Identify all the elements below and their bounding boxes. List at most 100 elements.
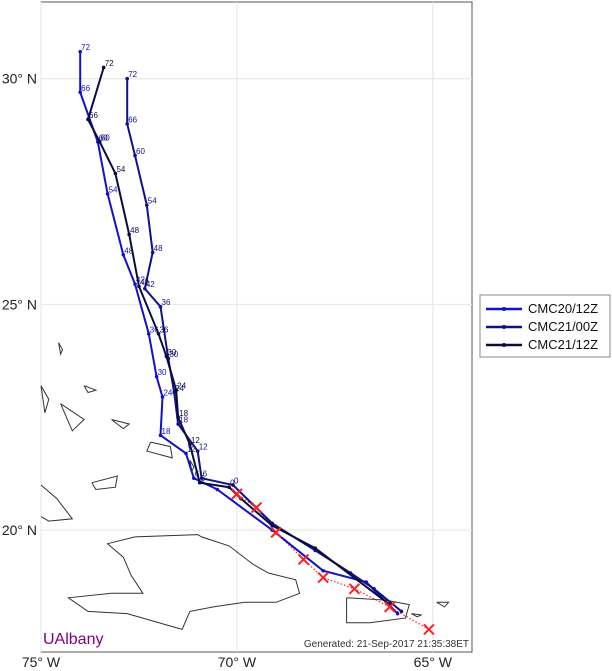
forecast-hour-label: 36 [160,325,169,334]
forecast-hour-label: 60 [99,133,108,142]
coastline [346,597,410,624]
coastlines [40,342,450,631]
forecast-hour-label: 18 [179,409,188,418]
forecast-point [125,122,129,126]
forecast-hour-label: 48 [124,246,133,255]
lon-tick-label: 75° W [22,654,61,670]
forecast-hour-label: 0 [234,476,239,485]
coastline [111,419,131,430]
forecast-point [215,487,220,492]
coastline [60,403,85,432]
forecast-point [143,286,147,291]
legend-marker [502,307,506,311]
forecast-point [113,171,118,176]
lon-tick-label: 70° W [218,654,257,670]
forecast-point [127,232,131,237]
forecast-point [156,331,161,336]
legend-label: CMC20/12Z [528,301,598,316]
observed-position-marker [384,601,396,613]
forecast-point [231,483,235,487]
legend-label: CMC21/00Z [528,319,598,334]
forecast-point [101,65,106,70]
forecast-hour-label: 24 [175,384,184,393]
forecast-point [176,422,180,426]
observed-position-marker [423,623,435,636]
forecast-hour-label: 18 [179,416,188,425]
forecast-hour-label: 30 [158,368,167,377]
forecast-hour-label: 24 [163,388,172,397]
observed-position-marker [317,571,329,584]
forecast-hour-label: 36 [150,325,159,334]
generated-timestamp: Generated: 21-Sep-2017 21:35:38ET [304,639,469,650]
forecast-point [197,480,202,485]
legend-entry: CMC20/12Z [486,301,598,316]
forecast-point [158,433,163,438]
forecast-hour-label: 42 [146,280,155,289]
forecast-point [313,546,318,550]
forecast-hour-label: 54 [116,165,125,174]
forecast-point [372,587,376,591]
forecast-point [144,203,149,207]
forecast-hour-label: 48 [130,226,139,235]
forecast-hour-label: 54 [148,197,157,206]
observed-position-marker [348,583,361,595]
forecast-hour-label: 72 [105,59,114,68]
graticule [40,2,472,652]
forecast-hour-label: 42 [136,276,145,285]
observed-position-marker [231,488,243,500]
forecast-hour-label: 30 [169,350,178,359]
forecast-hour-label: 6 [201,474,206,483]
lat-tick-label: 30° N [2,71,37,87]
lon-tick-label: 65° W [414,654,453,670]
forecast-hour-label: 12 [191,436,200,445]
legend-label: CMC21/12Z [528,337,598,352]
forecast-point [227,485,231,490]
forecast-hour-label: 24 [177,382,186,391]
coastline [91,475,119,491]
forecast-point [137,284,141,289]
coastline [146,441,173,459]
map-frame [40,1,473,653]
forecast-point [199,476,204,481]
forecast-point [395,611,400,616]
forecast-hour-label: 72 [81,43,90,52]
legend-marker [502,343,506,347]
forecast-point [184,451,188,456]
forecast-hour-label: 48 [154,244,163,253]
coastline [436,601,450,608]
forecast-point [133,153,137,158]
observed-position-marker [270,526,282,539]
lat-tick-label: 25° N [2,296,37,312]
forecast-point [105,192,110,196]
forecast-point [78,90,82,95]
forecast-hour-label: 6 [203,470,208,479]
forecast-point [321,568,325,573]
legend-marker [502,325,506,329]
forecast-hour-label: 60 [136,147,145,156]
forecast-point [195,449,200,453]
forecast-point [270,523,274,528]
forecast-point [97,140,102,144]
credit-label: UAlbany [43,631,103,648]
forecast-hour-label: 0 [230,479,235,488]
forecast-hour-label: 66 [128,115,137,124]
coastline [67,534,301,631]
forecast-point [176,415,180,420]
forecast-point [150,250,155,255]
forecast-point [188,442,192,447]
forecast-point [174,388,178,392]
forecast-point [78,49,82,54]
lat-tick-label: 20° N [2,522,37,538]
coastline [40,385,50,413]
forecast-point [399,609,404,614]
forecast-point [125,76,129,81]
coastline [83,385,98,394]
forecast-hour-label: 12 [199,443,208,452]
forecast-point [146,331,151,336]
forecast-hour-label: 72 [128,70,137,79]
observed-position-marker [250,501,263,514]
